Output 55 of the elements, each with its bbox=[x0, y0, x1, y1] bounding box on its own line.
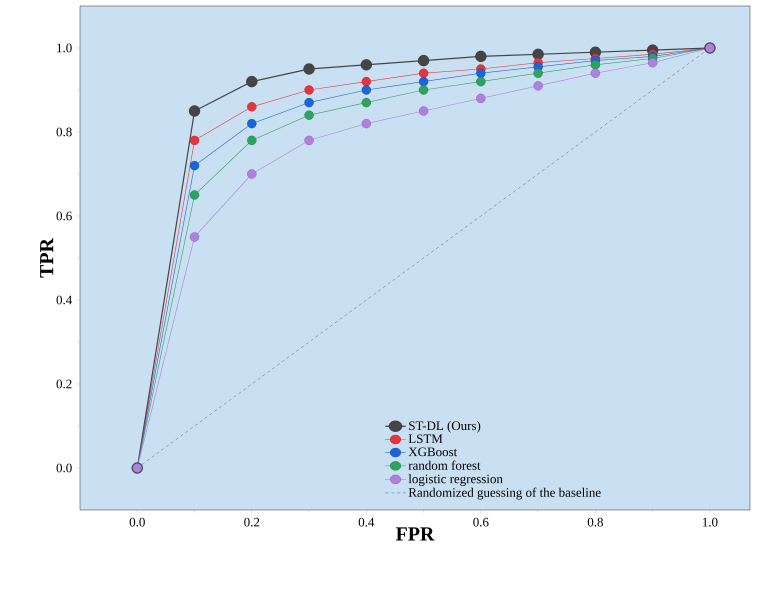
point bbox=[190, 160, 200, 170]
point bbox=[476, 68, 486, 78]
point bbox=[533, 81, 543, 90]
point bbox=[190, 136, 200, 146]
point bbox=[247, 169, 256, 179]
x-tick-label: 0.6 bbox=[473, 518, 489, 527]
point bbox=[304, 110, 314, 120]
legend-label: random forest bbox=[408, 460, 480, 470]
point bbox=[304, 98, 314, 108]
point bbox=[190, 232, 200, 242]
point bbox=[418, 54, 430, 66]
y-tick-label: 0.0 bbox=[56, 464, 72, 472]
point bbox=[247, 136, 256, 146]
x-tick-label: 0.0 bbox=[130, 518, 145, 527]
y-tick-label: 0.8 bbox=[56, 128, 72, 136]
point bbox=[418, 76, 428, 86]
point bbox=[590, 68, 600, 78]
point bbox=[304, 136, 314, 146]
x-tick-label: 0.8 bbox=[588, 518, 603, 527]
point bbox=[418, 85, 428, 95]
point bbox=[475, 50, 487, 62]
point bbox=[648, 58, 658, 68]
point bbox=[476, 76, 486, 86]
point bbox=[418, 68, 428, 78]
legend-label: LSTM bbox=[408, 434, 442, 444]
point bbox=[247, 118, 256, 128]
legend-label: logistic regression bbox=[408, 474, 503, 486]
x-tick-label: 1.0 bbox=[702, 518, 718, 527]
point bbox=[304, 85, 314, 95]
x-tick-label: 0.2 bbox=[244, 518, 260, 527]
y-axis-title: TPR bbox=[40, 238, 54, 278]
point bbox=[247, 102, 256, 112]
point bbox=[418, 106, 428, 116]
point bbox=[303, 63, 315, 75]
point bbox=[362, 76, 372, 86]
point bbox=[532, 48, 544, 60]
point bbox=[362, 98, 372, 108]
legend-label: XGBoost bbox=[408, 448, 458, 456]
point bbox=[360, 59, 372, 70]
legend-label: ST-DL (Ours) bbox=[409, 420, 480, 433]
x-axis-title: FPR bbox=[396, 527, 435, 540]
legend-label: Randomized guessing of the baseline bbox=[408, 488, 601, 500]
point bbox=[190, 190, 200, 200]
point bbox=[362, 85, 372, 95]
point bbox=[188, 105, 200, 117]
point bbox=[533, 68, 543, 78]
y-tick-label: 0.2 bbox=[56, 380, 72, 388]
point bbox=[246, 76, 258, 88]
y-tick-label: 1.0 bbox=[57, 44, 72, 52]
x-tick-label: 0.4 bbox=[358, 518, 374, 527]
y-tick-label: 0.4 bbox=[56, 296, 72, 304]
y-tick-label: 0.6 bbox=[56, 212, 72, 220]
point bbox=[590, 60, 600, 70]
point bbox=[362, 118, 372, 128]
point bbox=[476, 94, 486, 104]
